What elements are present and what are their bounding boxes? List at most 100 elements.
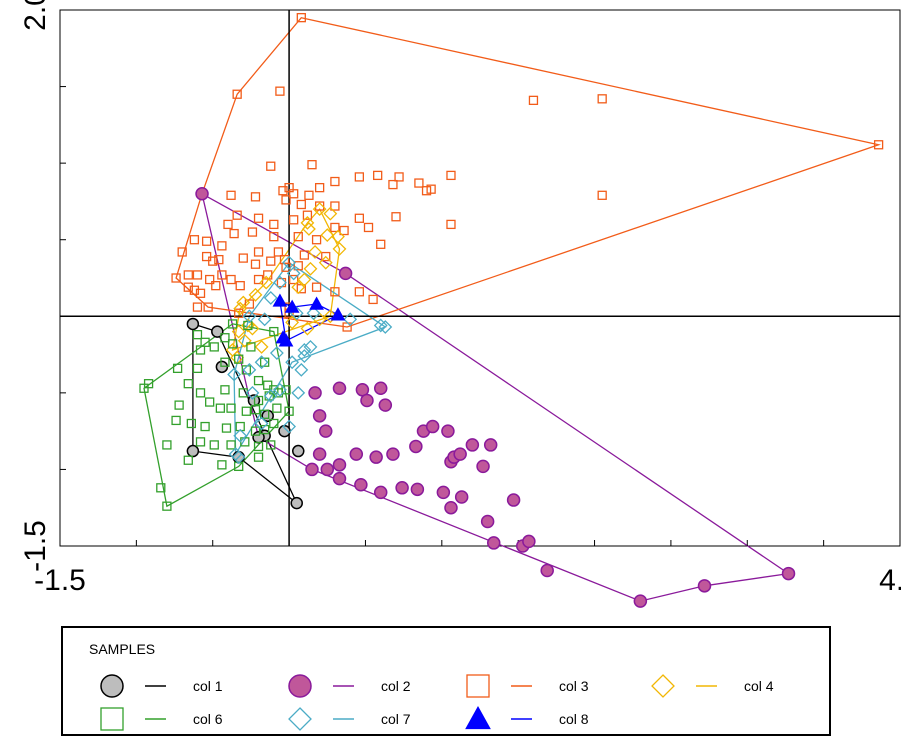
col-2-point	[369, 450, 383, 464]
col-4-point	[297, 272, 312, 287]
legend-marker-col-6	[100, 707, 124, 731]
col-3-point	[368, 294, 378, 305]
col-3-point	[446, 219, 456, 230]
col-2-point	[409, 439, 423, 454]
col-2-point	[354, 477, 368, 492]
legend-label-col-7: col 7	[381, 711, 411, 727]
col-6-point	[186, 418, 196, 429]
col-1-point	[211, 325, 224, 338]
col-6-point	[192, 330, 203, 340]
col-6-point	[162, 440, 172, 450]
col-3-point	[247, 227, 258, 237]
col-4-point	[245, 321, 260, 336]
col-7-point	[254, 416, 269, 431]
col-2-point	[425, 419, 440, 434]
col-4-point	[300, 321, 315, 336]
col-7-point	[303, 339, 318, 354]
x-tick-label: 4.0	[879, 564, 901, 597]
col-2-point	[308, 386, 322, 400]
col-7-point	[282, 255, 297, 270]
points-layer	[139, 13, 884, 608]
col-6-point	[284, 406, 294, 416]
col-2-point	[332, 381, 347, 396]
col-6-point	[250, 405, 261, 415]
col-6-point	[253, 441, 264, 452]
col-3-point	[273, 247, 284, 257]
col-8-point	[309, 296, 324, 310]
col-4-point	[254, 339, 269, 354]
col-3-point	[299, 250, 310, 260]
col-3-point	[177, 247, 187, 257]
col-3-point	[302, 210, 313, 220]
col-7-point	[254, 355, 269, 370]
col-7-series	[227, 255, 393, 465]
col-2-series	[195, 187, 796, 608]
col-3-point	[183, 270, 193, 280]
legend-marker-col-1	[100, 674, 124, 698]
col-3-point	[244, 299, 255, 309]
col-7-point	[291, 385, 306, 400]
col-3-point	[289, 189, 299, 199]
legend-entries: col 1 col 2 col 3 col 4 col 6 col 7 col 8	[100, 674, 774, 731]
col-7-point	[257, 312, 272, 327]
col-6-point	[220, 357, 230, 367]
legend-title: SAMPLES	[89, 641, 155, 657]
col-7-point	[263, 290, 278, 305]
col-6-point	[200, 421, 210, 432]
col-2-point	[436, 485, 451, 500]
col-6-point	[260, 357, 270, 367]
col-6-point	[226, 403, 236, 413]
legend-marker-col-7	[288, 707, 312, 731]
col-7-point	[373, 318, 388, 333]
legend-entry-col-6: col 6	[100, 707, 223, 731]
col-6-point	[209, 440, 219, 450]
col-3-point	[446, 170, 456, 181]
col-6-point	[221, 423, 232, 433]
col-3-point	[217, 241, 227, 251]
col-2-point	[373, 485, 388, 500]
col-4-point	[233, 301, 248, 316]
col-8-point	[330, 307, 346, 321]
col-4-point	[291, 280, 306, 295]
col-2-point	[320, 462, 335, 477]
legend-marker-col-8	[465, 705, 491, 730]
col-2-point	[305, 462, 319, 477]
col-6-point	[217, 460, 227, 470]
col-6-point	[172, 363, 183, 374]
col-2-point	[476, 459, 490, 474]
col-3-point	[528, 95, 539, 106]
y-tick-label: -1.5	[19, 520, 52, 572]
col-4-point	[285, 315, 300, 330]
col-3-point	[269, 219, 279, 230]
col-2-point	[483, 438, 498, 452]
col-3-point	[226, 190, 236, 200]
col-3-point	[314, 182, 325, 193]
col-7-point	[297, 343, 312, 357]
col-6-point	[226, 440, 236, 450]
col-4-point	[308, 245, 322, 259]
col-6-point	[227, 339, 238, 349]
col-3-point	[414, 178, 424, 188]
col-6-point	[171, 415, 181, 426]
col-6-point	[195, 388, 206, 398]
col-4-point	[231, 324, 246, 339]
col-3-point	[171, 273, 181, 283]
col-3-point	[373, 170, 383, 181]
col-6-point	[266, 440, 276, 450]
col-2-point	[395, 481, 409, 495]
col-4-point	[303, 261, 318, 276]
col-7-point	[286, 266, 301, 281]
legend-entry-col-1: col 1	[100, 674, 223, 698]
col-4-point	[300, 215, 315, 230]
col-7-point	[306, 306, 321, 321]
col-7-point	[227, 367, 242, 382]
col-2-point	[349, 447, 364, 461]
col-7-point	[273, 382, 287, 397]
legend-marker-col-2	[288, 674, 312, 698]
col-3-point	[211, 281, 221, 291]
col-3-point	[354, 213, 364, 223]
col-1-point	[292, 444, 305, 458]
col-3-point	[394, 172, 404, 182]
legend-entry-col-8: col 8	[465, 705, 589, 730]
